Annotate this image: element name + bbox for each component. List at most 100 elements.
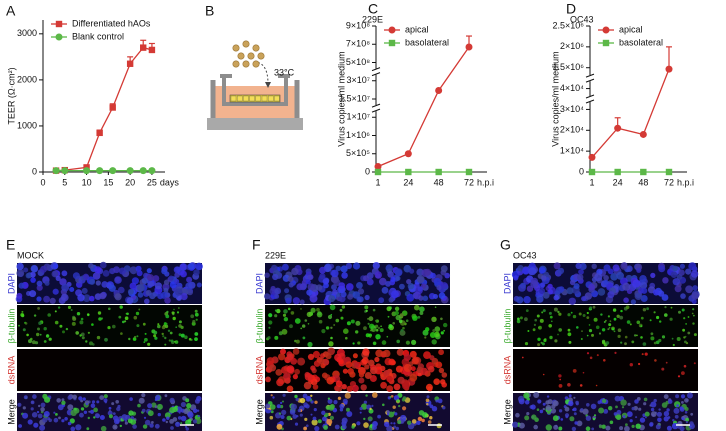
cell [69,418,75,424]
cell [282,400,284,403]
cell [95,280,101,286]
cell [650,332,654,336]
cell [295,339,300,344]
micrograph [17,305,202,347]
cell [75,424,82,431]
cell [91,400,96,404]
point [588,168,596,176]
plate-base [207,118,303,130]
cell [51,270,59,278]
cell [369,323,375,329]
cell [36,280,43,287]
cell [29,290,37,298]
cell [640,336,643,339]
cell [98,317,102,321]
cell [141,393,146,398]
cell-icon [274,95,280,102]
cell [77,294,85,302]
cell [294,368,300,375]
cell [192,408,198,414]
cell [679,407,685,412]
cell [598,424,603,429]
cell [578,312,582,316]
cell [558,286,565,293]
x-tick-label: 0 [40,177,45,187]
cell [653,289,660,296]
cell [265,376,271,383]
cell [100,261,107,269]
cell [153,330,158,335]
cell [292,374,298,380]
cell [346,321,351,326]
cell [443,329,445,332]
point [109,104,116,111]
cell [644,411,650,417]
cell [321,410,326,415]
cell [619,426,624,431]
cell [407,420,412,425]
cell [276,308,281,314]
cell [79,412,84,418]
cell [195,318,198,321]
cell [112,412,116,415]
cell [664,306,667,309]
cell [650,336,655,341]
cell [357,341,361,345]
cell [307,323,310,325]
point [126,60,134,67]
cell [369,407,372,411]
cell [378,297,385,304]
cell [157,412,161,417]
cell [356,282,363,289]
cell [268,326,271,329]
cell [306,311,312,317]
cell [386,425,393,431]
cell [407,283,415,290]
legend-label: apical [619,24,643,34]
cell [22,406,26,410]
cell [40,265,47,273]
cell [436,423,442,429]
cell [410,366,416,372]
cell [343,328,349,335]
cell [283,309,288,314]
cell [290,311,295,315]
cell [671,337,674,340]
cell [631,340,635,344]
channel-label: β-tubulin [6,309,16,344]
cell [75,331,79,335]
cell [304,404,307,408]
cell [613,330,616,333]
cell [266,357,275,365]
cell [581,296,587,302]
cell [38,404,41,408]
micrograph-background [17,349,202,391]
cell [89,341,93,346]
cell [379,328,384,333]
legend-label: Blank control [72,31,124,41]
y-tick-label: 0 [32,166,37,176]
cell [617,328,622,333]
cell [547,283,553,290]
cell [613,412,618,416]
cell [30,337,33,341]
cell [39,424,46,431]
cell [22,328,26,332]
cell [366,278,374,286]
cell [307,283,315,291]
cell [297,357,306,366]
cell [108,406,112,410]
cell [634,399,639,404]
cell [607,291,615,299]
cell-icon [230,95,237,102]
cell [25,272,32,279]
cell [400,329,404,332]
cell [294,422,299,426]
cell [603,321,606,323]
cell [531,414,537,420]
micrograph [264,262,451,306]
cell [553,294,560,301]
cell [338,282,346,289]
cell [515,412,520,418]
cell [24,322,28,325]
